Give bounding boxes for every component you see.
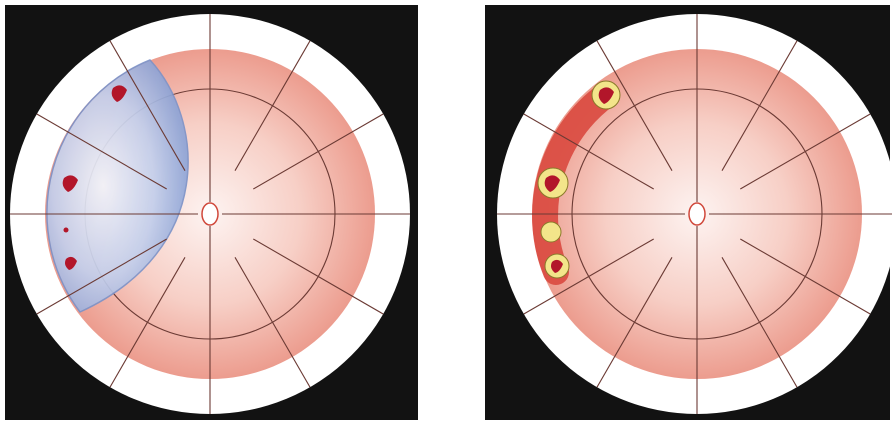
spoke — [36, 113, 167, 190]
tear — [598, 87, 614, 104]
spoke — [740, 113, 871, 190]
spoke — [596, 257, 673, 388]
tear — [544, 175, 560, 192]
spoke — [36, 238, 167, 315]
spoke — [721, 257, 798, 388]
spoke — [253, 113, 384, 190]
tear — [65, 256, 77, 270]
spokes — [10, 14, 410, 414]
spoke — [721, 40, 798, 171]
spoke — [523, 113, 654, 190]
spoke — [234, 257, 311, 388]
hole — [63, 227, 69, 233]
spokes — [497, 14, 892, 414]
spoke — [234, 40, 311, 171]
spoke — [523, 238, 654, 315]
tear — [62, 175, 78, 192]
optic-disc — [201, 202, 219, 226]
spoke — [740, 238, 871, 315]
spoke — [109, 40, 186, 171]
spoke — [253, 238, 384, 315]
spot — [540, 221, 562, 243]
tear — [111, 85, 127, 102]
optic-disc — [688, 202, 706, 226]
spoke — [596, 40, 673, 171]
tear — [551, 259, 563, 273]
detached-region — [46, 59, 189, 313]
spoke — [109, 257, 186, 388]
